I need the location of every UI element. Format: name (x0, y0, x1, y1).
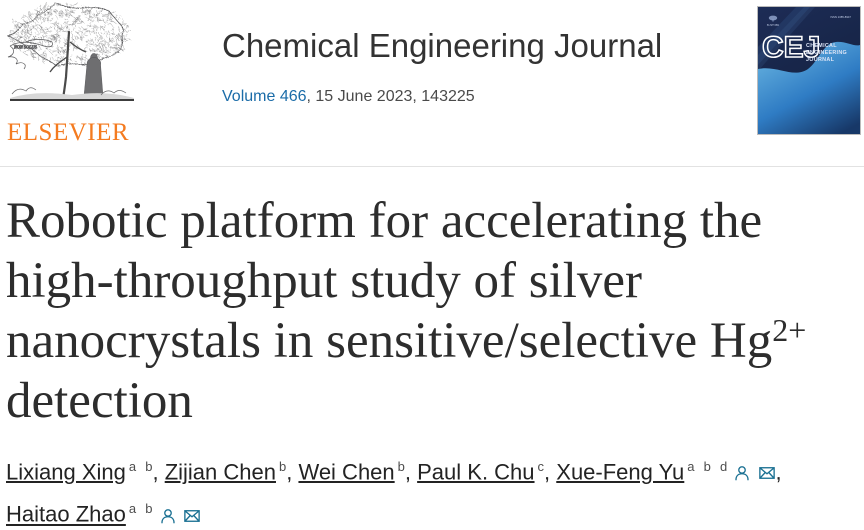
svg-text:CHEMICAL: CHEMICAL (806, 43, 837, 49)
svg-text:ELSEVIER: ELSEVIER (767, 24, 780, 27)
svg-text:ENGINEERING: ENGINEERING (806, 50, 847, 56)
svg-text:JOURNAL: JOURNAL (806, 57, 835, 63)
svg-text:NON SOLUS: NON SOLUS (13, 45, 38, 50)
svg-text:ISSN 1385-8947: ISSN 1385-8947 (830, 15, 851, 19)
